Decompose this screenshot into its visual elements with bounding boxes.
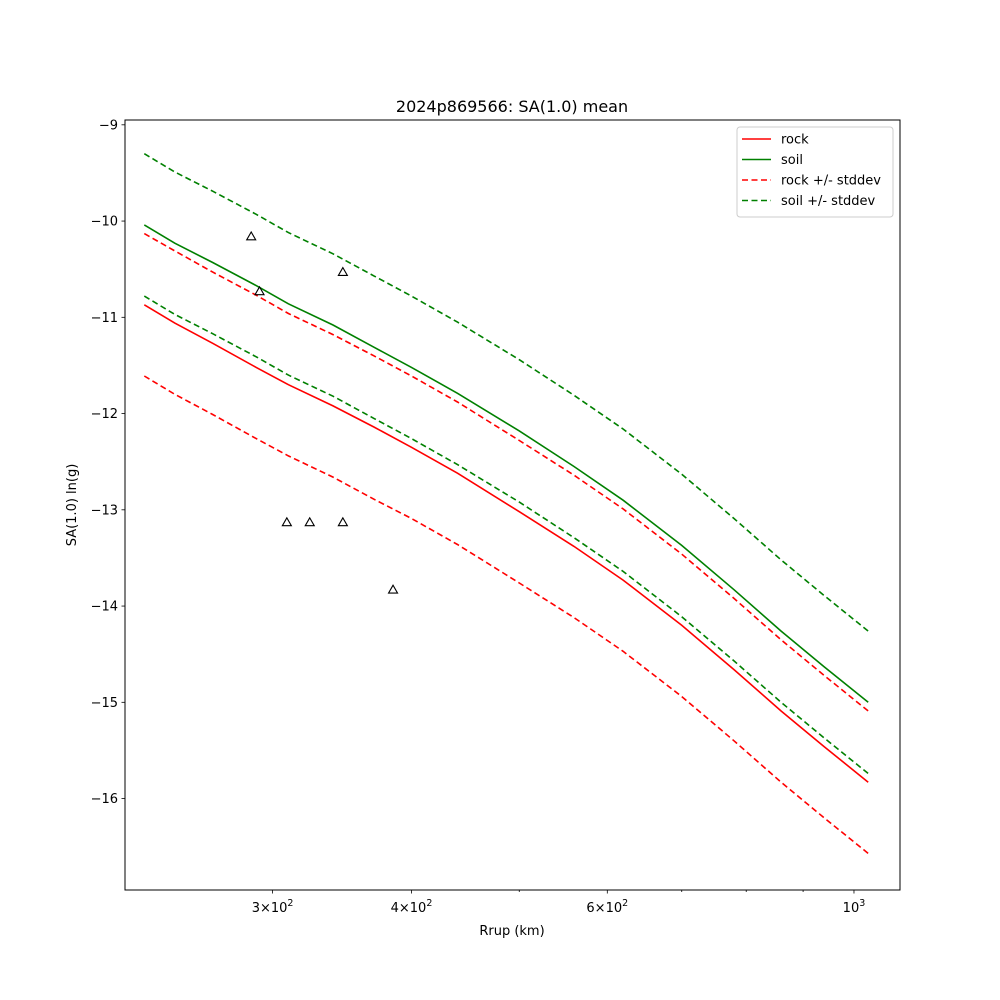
y-tick-label-0: −9 [99,118,118,133]
observation-marker-1 [254,285,265,296]
y-tick-label-2: −11 [91,311,118,326]
y-tick-label-5: −14 [91,600,118,615]
observation-marker-5 [337,516,349,527]
observation-marker-2 [337,266,349,277]
legend-box [736,126,894,218]
x-tick-label-2: 6×102 [586,898,628,916]
legend-label-2: rock +/- stddev [781,174,881,189]
chart-title: 2024p869566: SA(1.0) mean [396,97,628,116]
plot-lines [143,153,869,855]
series-line-4 [143,153,869,632]
y-axis: −9 −10 −11 −12 −13 −14 −15 −16 [91,118,125,807]
x-axis-label: Rrup (km) [479,924,544,939]
legend-label-0: rock [781,133,809,148]
x-tick-label-0: 3×102 [252,898,294,916]
plot-frame [124,119,901,891]
series-line-1 [143,224,869,703]
observation-marker-6 [387,584,399,594]
legend-label-1: soil [781,153,803,168]
observation-marker-3 [281,516,293,527]
y-tick-label-7: −16 [91,792,118,807]
legend-label-3: soil +/- stddev [781,194,876,209]
observation-marker-4 [304,516,316,527]
series-line-0 [143,304,869,783]
observation-marker-0 [245,230,257,241]
y-axis-label: SA(1.0) ln(g) [65,464,80,547]
y-tick-label-1: −10 [91,215,118,230]
y-tick-label-4: −13 [91,503,118,518]
legend: rock soil rock +/- stddev soil +/- stddev [736,126,894,218]
x-tick-label-3: 103 [843,898,866,916]
x-axis: 3×102 4×102 6×102 103 [252,890,866,916]
series-line-3 [143,375,869,855]
y-tick-label-3: −12 [91,407,118,422]
observation-markers [245,230,399,594]
y-tick-label-6: −15 [91,696,118,711]
series-line-5 [143,295,869,775]
x-tick-label-1: 4×102 [391,898,433,916]
series-line-2 [143,232,869,712]
